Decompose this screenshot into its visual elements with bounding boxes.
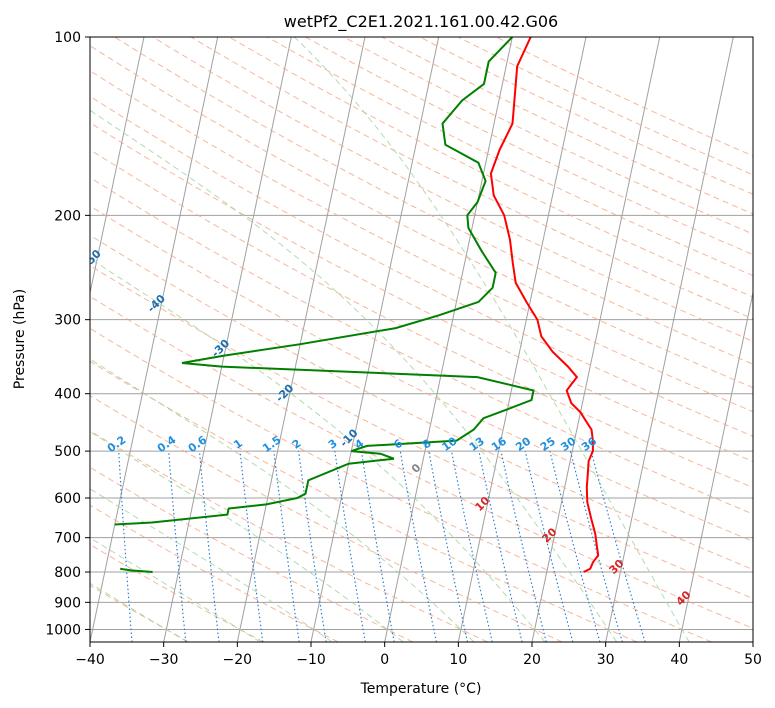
moist-adiabat-lines xyxy=(90,37,690,642)
y-tick-label: 400 xyxy=(54,387,81,403)
x-tick-label: 50 xyxy=(744,652,762,668)
isotherm-line xyxy=(236,37,366,642)
dry-adiabat-line xyxy=(228,37,753,298)
dry-adiabat-line xyxy=(90,176,753,515)
y-axis-label: Pressure (hPa) xyxy=(12,289,28,389)
chart-title: wetPf2_C2E1.2021.161.00.42.G06 xyxy=(284,12,558,32)
grid-lines xyxy=(90,37,753,630)
isotherm-line xyxy=(531,37,661,642)
temperature-series-line xyxy=(489,37,600,573)
x-tick-label: 0 xyxy=(380,652,389,668)
y-tick-label: 200 xyxy=(54,208,81,224)
isotherm-line xyxy=(163,37,292,642)
moist-adiabat-line xyxy=(90,582,188,642)
y-tick-label: 100 xyxy=(54,30,81,46)
moist-adiabat-line xyxy=(90,358,475,642)
y-tick-label: 600 xyxy=(54,491,81,507)
moist-adiabat-line xyxy=(293,37,690,642)
profile-series xyxy=(114,37,600,573)
plot-area: 0.10.20.40.611.52346810131620253036-100-… xyxy=(90,37,753,642)
x-tick-label: −10 xyxy=(296,652,326,668)
isotherm-line xyxy=(457,37,587,642)
mixing-ratio-line xyxy=(478,450,523,642)
x-axis-label: Temperature (°C) xyxy=(360,681,482,697)
mixing-ratio-line xyxy=(590,450,646,642)
moist-adiabat-line xyxy=(90,431,404,642)
dry-adiabat-line xyxy=(90,504,339,642)
x-axis-ticks: −40 −30 −20 −10 0 10 20 30 40 50 xyxy=(75,642,762,668)
dry-adiabat-line xyxy=(90,360,638,642)
dry-adiabat-line xyxy=(90,466,414,642)
mixing-ratio-line xyxy=(428,450,469,642)
dry-adiabat-line xyxy=(90,95,753,437)
x-tick-label: −40 xyxy=(75,652,105,668)
moist-adiabat-line xyxy=(90,257,546,642)
y-tick-label: 900 xyxy=(54,595,81,611)
dewpoint-series-line xyxy=(120,567,153,573)
x-tick-label: 10 xyxy=(449,652,467,668)
dewpoint-series-line xyxy=(114,37,535,526)
isotherm-line xyxy=(605,37,734,642)
moist-adiabat-line xyxy=(90,488,333,642)
dry-adiabat-line xyxy=(90,234,753,571)
y-tick-label: 800 xyxy=(54,565,81,581)
x-tick-label: −20 xyxy=(223,652,253,668)
dry-adiabat-line xyxy=(90,327,712,642)
dry-adiabat-line xyxy=(90,205,753,542)
plot-frame xyxy=(89,36,754,643)
dry-adiabat-line xyxy=(114,37,753,365)
isotherm-line xyxy=(384,37,513,642)
y-tick-label: 700 xyxy=(54,531,81,547)
dry-adiabat-line xyxy=(90,264,753,600)
mixing-ratio-line xyxy=(500,450,547,642)
mixing-ratio-line xyxy=(524,450,574,642)
y-tick-label: 500 xyxy=(54,444,81,460)
dry-adiabat-line xyxy=(90,584,190,642)
x-tick-label: 40 xyxy=(670,652,688,668)
y-axis-ticks: 100 200 300 400 500 600 700 800 900 1000 xyxy=(45,30,90,638)
isotherm-line xyxy=(678,290,753,642)
mixing-ratio-line xyxy=(168,451,187,642)
isotherm-line xyxy=(90,37,219,642)
y-tick-label: 1000 xyxy=(45,622,81,638)
mixing-ratio-line xyxy=(549,450,601,642)
mixing-ratio-line xyxy=(450,450,493,642)
x-tick-label: 30 xyxy=(597,652,615,668)
moist-adiabat-line xyxy=(90,109,618,642)
mixing-ratio-line xyxy=(239,451,264,642)
dry-adiabat-line xyxy=(90,295,753,629)
dry-adiabat-line xyxy=(90,122,753,463)
y-tick-label: 300 xyxy=(54,313,81,329)
mixing-ratio-line xyxy=(399,451,437,642)
isotherm-line xyxy=(90,37,145,296)
mixing-ratio-line xyxy=(569,450,623,642)
x-tick-label: −30 xyxy=(149,652,179,668)
x-tick-label: 20 xyxy=(523,652,541,668)
moist-adiabat-line xyxy=(90,537,261,642)
mixing-ratio-line xyxy=(273,451,300,642)
mixing-ratio-line xyxy=(198,451,220,642)
dry-adiabat-line xyxy=(90,394,563,642)
